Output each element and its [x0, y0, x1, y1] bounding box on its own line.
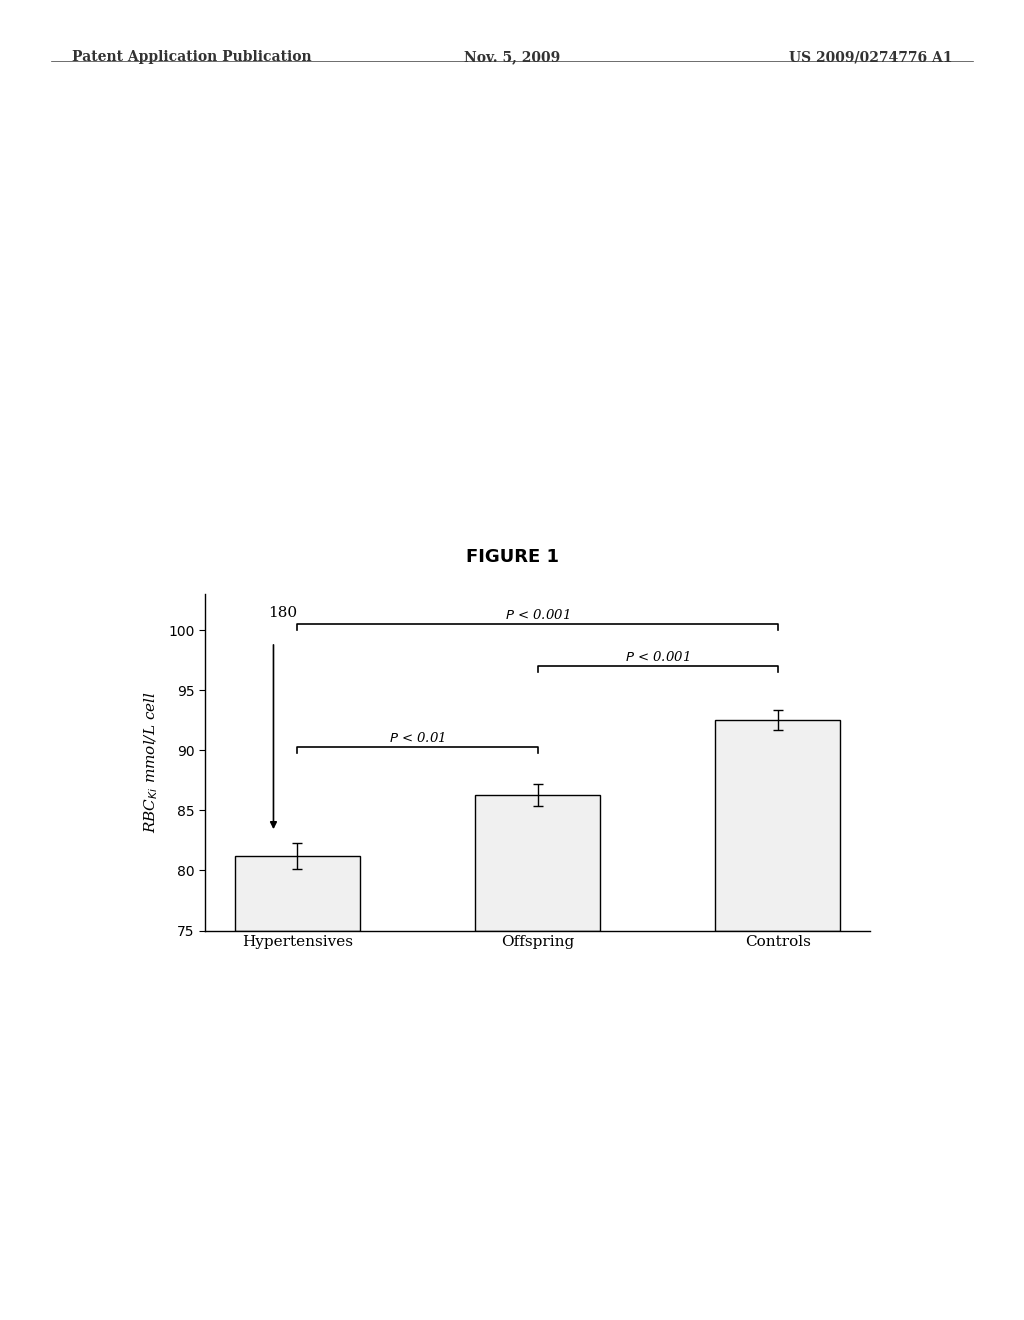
Text: 180: 180	[268, 606, 298, 620]
Bar	[475, 795, 600, 931]
Text: $P$ < 0.001: $P$ < 0.001	[626, 651, 690, 664]
Text: US 2009/0274776 A1: US 2009/0274776 A1	[788, 50, 952, 65]
Text: Patent Application Publication: Patent Application Publication	[72, 50, 311, 65]
Text: FIGURE 1: FIGURE 1	[466, 548, 558, 566]
Y-axis label: RBC$_{Ki}$ mmol/L cell: RBC$_{Ki}$ mmol/L cell	[142, 692, 160, 833]
Bar	[236, 857, 359, 931]
Bar	[716, 721, 840, 931]
Text: $P$ < 0.01: $P$ < 0.01	[389, 731, 445, 744]
Text: Nov. 5, 2009: Nov. 5, 2009	[464, 50, 560, 65]
Text: $P$ < 0.001: $P$ < 0.001	[505, 609, 570, 622]
